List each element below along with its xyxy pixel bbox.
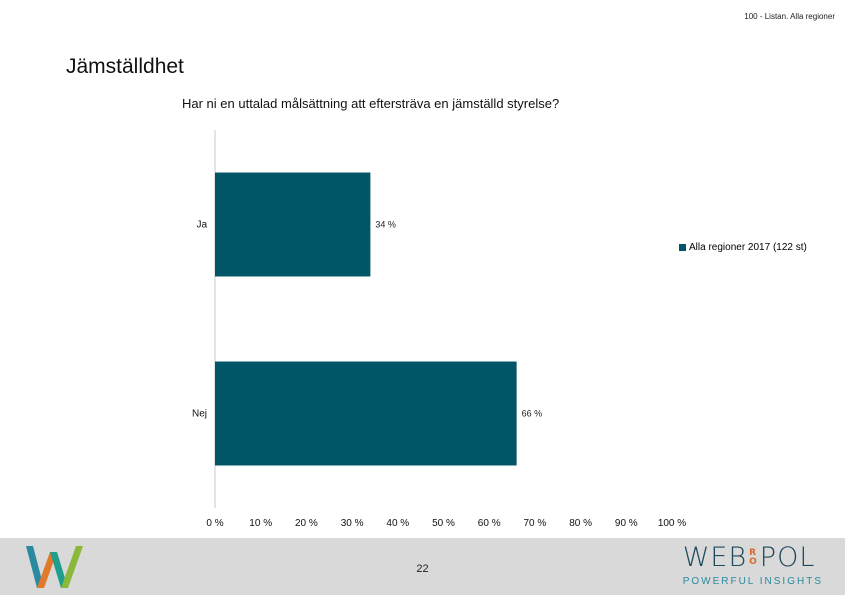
x-tick-label: 50 % [432, 518, 455, 529]
footer: 22 WEB R O POL POWERFUL INSIGHTS [0, 538, 845, 595]
legend-swatch [679, 244, 686, 251]
w-logo-icon [26, 546, 83, 588]
x-tick-label: 10 % [249, 518, 272, 529]
header-top-right: 100 - Listan. Alla regioner [744, 12, 835, 21]
x-tick-label: 30 % [341, 518, 364, 529]
legend-label: Alla regioner 2017 (122 st) [689, 242, 807, 253]
data-label: 34 % [375, 220, 396, 230]
x-tick-label: 20 % [295, 518, 318, 529]
bar-chart: 0 % 10 % 20 % 30 % 40 % 50 % 60 % 70 % 80 % 90 % 1… [192, 130, 686, 529]
category-label: Nej [192, 409, 207, 420]
x-tick-label: 40 % [386, 518, 409, 529]
page-title: Jämställdhet [66, 55, 184, 78]
page-number: 22 [416, 563, 429, 575]
webropol-logo: WEB R O POL POWERFUL INSIGHTS [682, 542, 823, 588]
x-tick-label: 100 % [658, 518, 686, 529]
bar-nej [215, 361, 517, 466]
chart-title: Har ni en uttalad målsättning att efters… [182, 96, 560, 111]
x-tick-label: 60 % [478, 518, 501, 529]
x-tick-label: 80 % [569, 518, 592, 529]
data-label: 66 % [522, 409, 543, 419]
chart-legend: Alla regioner 2017 (122 st) [679, 242, 807, 253]
category-label: Ja [196, 220, 207, 231]
x-tick-label: 70 % [524, 518, 547, 529]
x-tick-label: 0 % [206, 518, 223, 529]
x-tick-label: 90 % [615, 518, 638, 529]
bar-ja [215, 172, 371, 277]
